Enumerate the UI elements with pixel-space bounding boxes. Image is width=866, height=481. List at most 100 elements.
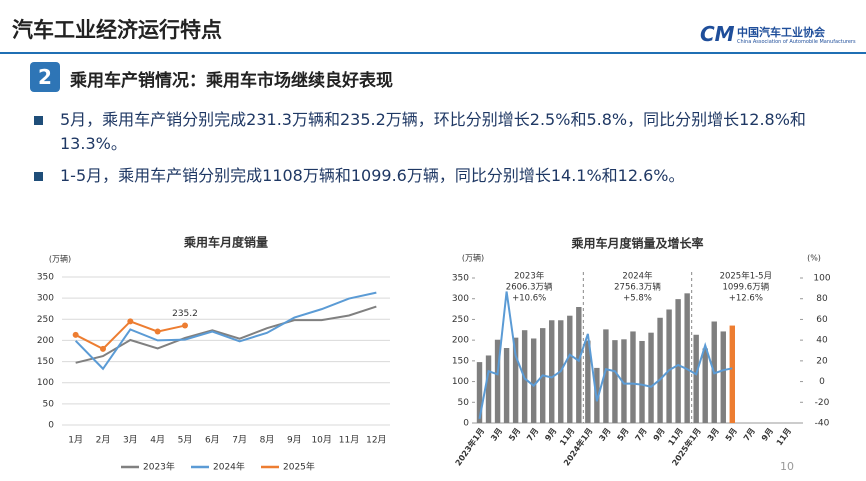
logo-mark: CM <box>700 22 735 46</box>
annotation: 2025年1-5月 <box>720 271 773 282</box>
chart-title: 乘用车月度销量 <box>183 235 268 250</box>
line <box>74 291 377 371</box>
x-tick-label: 3月 <box>489 426 504 442</box>
y-tick-label: 200 <box>452 336 469 346</box>
x-tick-label: 2023年1月 <box>453 426 486 468</box>
bar <box>693 334 699 423</box>
x-tick-label: 5月 <box>178 435 193 446</box>
bar <box>657 317 663 423</box>
x-tick-label: 2024年1月 <box>561 426 594 468</box>
x-tick-label: 3月 <box>706 426 721 442</box>
legend-label: 2023年 <box>143 461 175 473</box>
x-tick-label: 2月 <box>96 435 111 446</box>
y2-tick-label: 60 <box>816 315 828 325</box>
bar <box>585 340 591 423</box>
x-tick-label: 10月 <box>311 435 331 446</box>
point <box>100 345 106 352</box>
bar <box>558 320 564 423</box>
bar <box>729 325 735 423</box>
annotation: 2756.3万辆 <box>614 282 661 293</box>
x-tick-label: 2025年1月 <box>670 426 703 468</box>
data-label: 235.2 <box>172 309 198 319</box>
legend-label: 2024年 <box>213 461 245 473</box>
bar <box>639 340 645 423</box>
y-tick-label: 0 <box>463 419 469 429</box>
point <box>72 331 79 338</box>
x-tick-label: 5月 <box>507 426 522 442</box>
bullet-text: 5月，乘用车产销分别完成231.3万辆和235.2万辆，环比分别增长2.5%和5… <box>60 110 806 153</box>
y2-tick-label: -20 <box>815 398 830 408</box>
bullet-marker <box>34 116 43 125</box>
bar <box>711 321 717 423</box>
bullet: 5月，乘用车产销分别完成231.3万辆和235.2万辆，环比分别增长2.5%和5… <box>34 108 834 156</box>
x-tick-label: 4月 <box>150 435 165 446</box>
y2-tick-label: 80 <box>816 294 828 304</box>
section-title: 乘用车产销情况：乘用车市场继续良好表现 <box>70 71 393 91</box>
line <box>75 320 186 351</box>
bar <box>521 330 528 423</box>
bar <box>621 339 627 423</box>
x-tick-label: 9月 <box>543 426 558 442</box>
x-tick-label: 8月 <box>260 435 275 446</box>
bar <box>720 331 726 423</box>
bar <box>485 355 492 423</box>
bar <box>549 320 555 423</box>
y2-tick-label: -40 <box>815 419 830 429</box>
x-tick-label: 9月 <box>287 435 302 446</box>
x-tick-label: 3月 <box>123 435 138 446</box>
point <box>127 318 134 325</box>
point <box>154 328 161 335</box>
logo-subtitle: China Association of Automobile Manufact… <box>737 39 856 45</box>
annotation: 1099.6万辆 <box>722 282 769 293</box>
y2-tick-label: 40 <box>816 336 828 346</box>
x-tick-label: 7月 <box>742 426 757 442</box>
bar <box>666 309 672 423</box>
x-tick-label: 6月 <box>205 435 220 446</box>
y-unit: (万辆) <box>462 253 484 263</box>
x-tick-label: 7月 <box>525 426 540 442</box>
annotation: +5.8% <box>623 294 652 304</box>
x-tick-label: 9月 <box>652 426 667 442</box>
y-tick-label: 0 <box>48 421 54 431</box>
x-tick-label: 11月 <box>339 435 359 446</box>
x-tick-label: 11月 <box>666 426 684 447</box>
y-tick-label: 350 <box>452 274 469 284</box>
bar <box>494 339 501 423</box>
x-tick-label: 12月 <box>366 435 386 446</box>
y-tick-label: 100 <box>37 378 54 388</box>
bullets: 5月，乘用车产销分别完成231.3万辆和235.2万辆，环比分别增长2.5%和5… <box>34 108 834 188</box>
bar <box>567 315 573 423</box>
x-tick-label: 5月 <box>615 426 630 442</box>
bar <box>603 329 609 423</box>
y2-tick-label: 20 <box>816 356 828 366</box>
bar <box>576 307 582 423</box>
line <box>75 305 377 364</box>
bar <box>684 293 690 423</box>
x-tick-label: 1月 <box>68 435 83 446</box>
y-unit: (万辆) <box>49 254 71 264</box>
annotation: 2606.3万辆 <box>506 282 553 293</box>
y-tick-label: 350 <box>37 273 54 283</box>
y-tick-label: 250 <box>37 315 54 325</box>
y-tick-label: 250 <box>452 315 469 325</box>
annotation: +10.6% <box>512 294 546 304</box>
bullet: 1-5月，乘用车产销分别完成1108万辆和1099.6万辆，同比分别增长14.1… <box>34 164 834 188</box>
x-tick-label: 3月 <box>597 426 612 442</box>
x-tick-label: 11月 <box>775 426 793 447</box>
y2-tick-label: 100 <box>813 274 830 284</box>
y-tick-label: 150 <box>452 356 469 366</box>
y2-unit: (%) <box>807 254 821 263</box>
y-tick-label: 300 <box>37 294 54 304</box>
x-tick-label: 9月 <box>760 426 775 442</box>
legend-label: 2025年 <box>283 461 315 473</box>
bar <box>630 331 636 423</box>
bar <box>503 348 510 423</box>
bar <box>540 328 546 423</box>
page-number: 10 <box>780 460 794 473</box>
bar <box>612 340 618 423</box>
y-tick-label: 50 <box>458 398 470 408</box>
y-tick-label: 200 <box>37 336 54 346</box>
logo-name: 中国汽车工业协会 <box>737 26 825 39</box>
line <box>478 291 733 420</box>
